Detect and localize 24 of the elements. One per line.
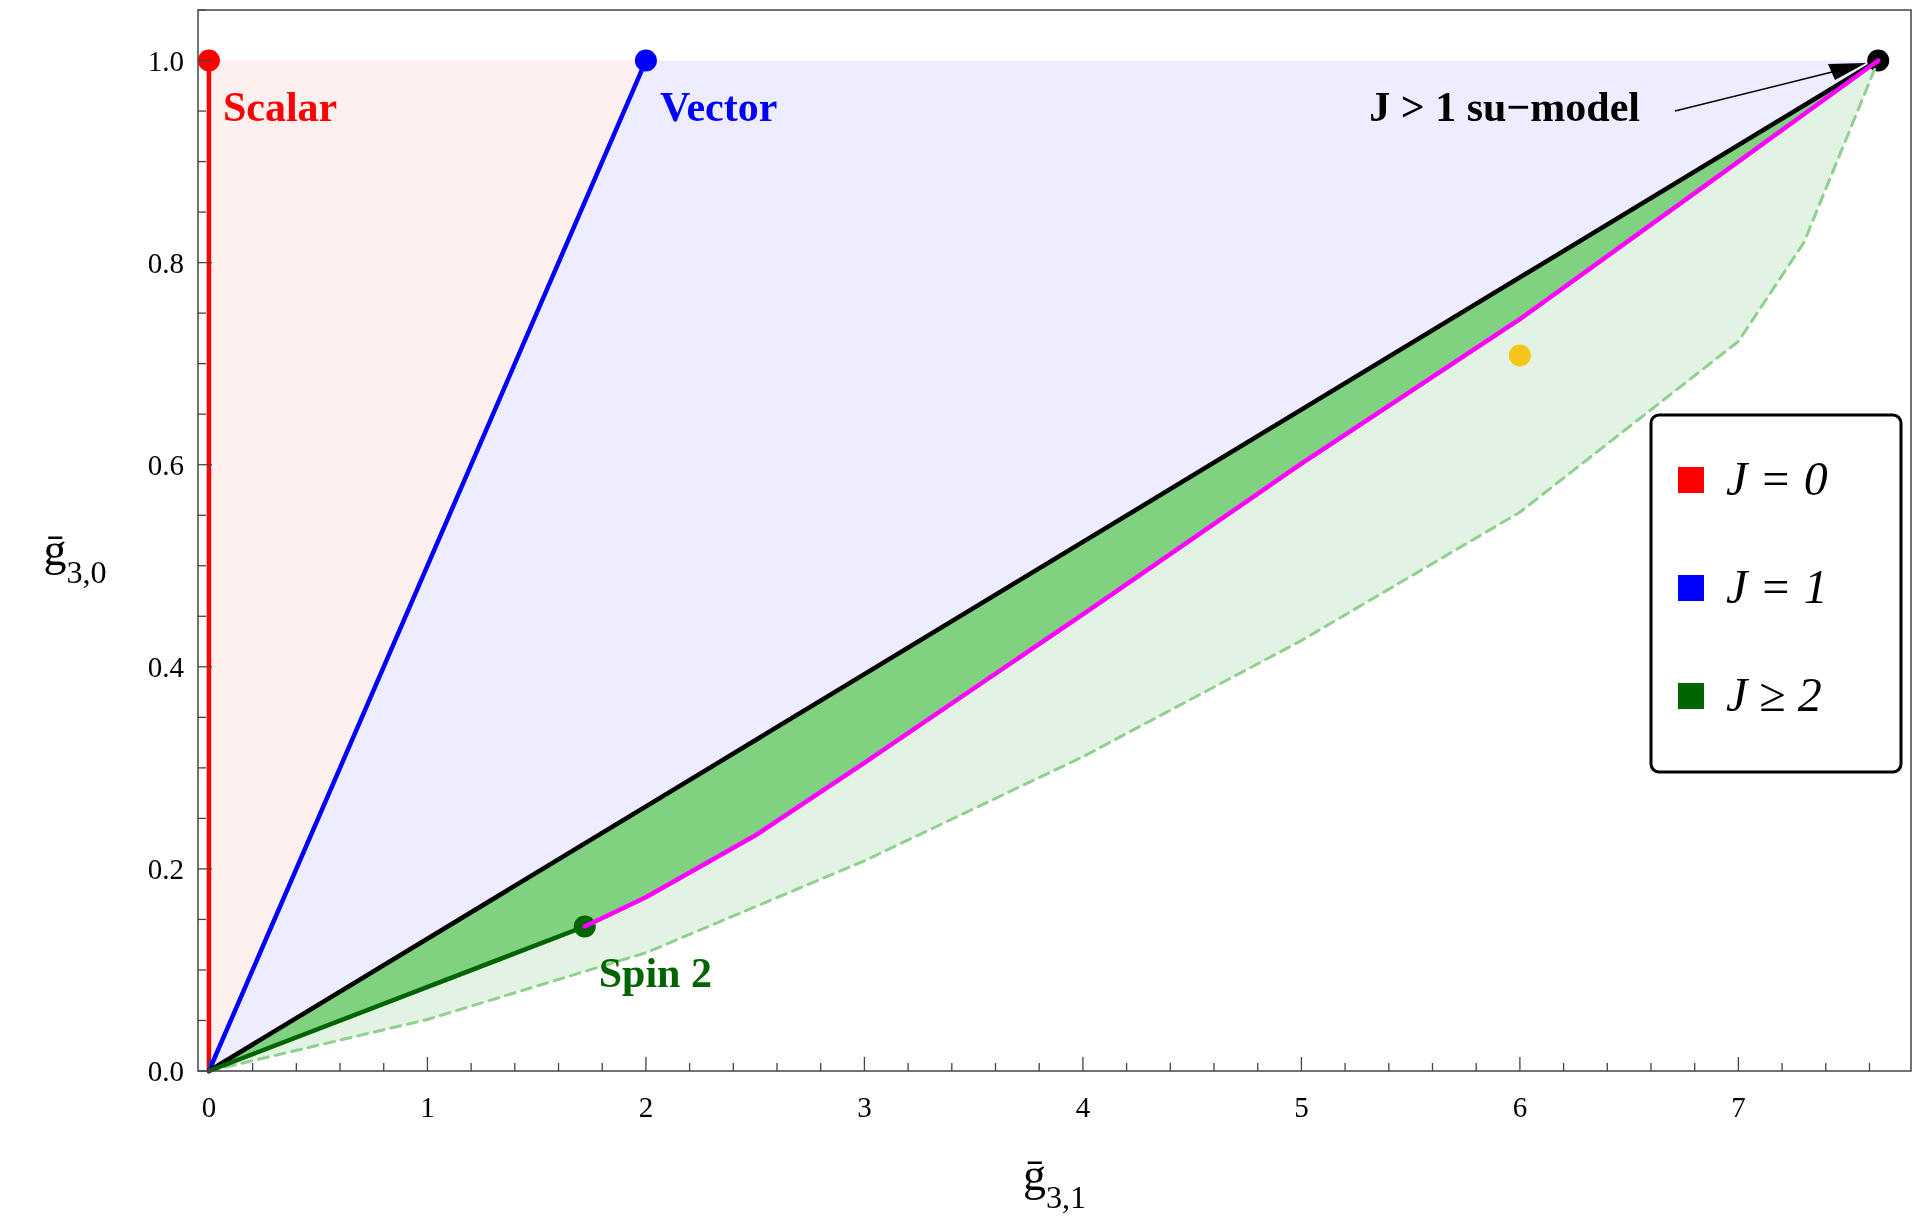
annotation: J > 1 su−model xyxy=(1369,84,1640,130)
point xyxy=(1508,344,1531,367)
x-axis-title: ḡ$_{3,1}$ xyxy=(1022,1149,1087,1215)
legend-label: J = 1 xyxy=(1726,560,1828,613)
y-tick-label: 0.0 xyxy=(147,1055,184,1087)
legend-label: J = 0 xyxy=(1726,452,1828,505)
annotation: Spin 2 xyxy=(598,949,712,996)
y-tick-label: 0.4 xyxy=(147,650,185,683)
y-axis-title: ḡ$_{3,0}$ xyxy=(43,524,107,590)
x-tick-label: 0 xyxy=(201,1091,217,1123)
x-tick-label: 1 xyxy=(420,1091,435,1123)
annotation: Scalar xyxy=(222,83,338,130)
x-tick-label: 4 xyxy=(1075,1091,1091,1123)
y-tick-label: 1.0 xyxy=(147,44,184,77)
annotation: Vector xyxy=(659,83,778,130)
x-tick-label: 6 xyxy=(1512,1091,1528,1123)
y-tick-label: 0.6 xyxy=(147,448,184,481)
y-tick-label: 0.2 xyxy=(147,852,184,885)
legend-label: J ≥ 2 xyxy=(1726,668,1822,721)
x-tick-label: 7 xyxy=(1731,1091,1746,1123)
x-tick-label: 3 xyxy=(857,1091,872,1123)
y-tick-label: 0.8 xyxy=(147,246,184,279)
x-tick-label: 2 xyxy=(638,1091,654,1123)
x-tick-label: 5 xyxy=(1294,1091,1309,1123)
